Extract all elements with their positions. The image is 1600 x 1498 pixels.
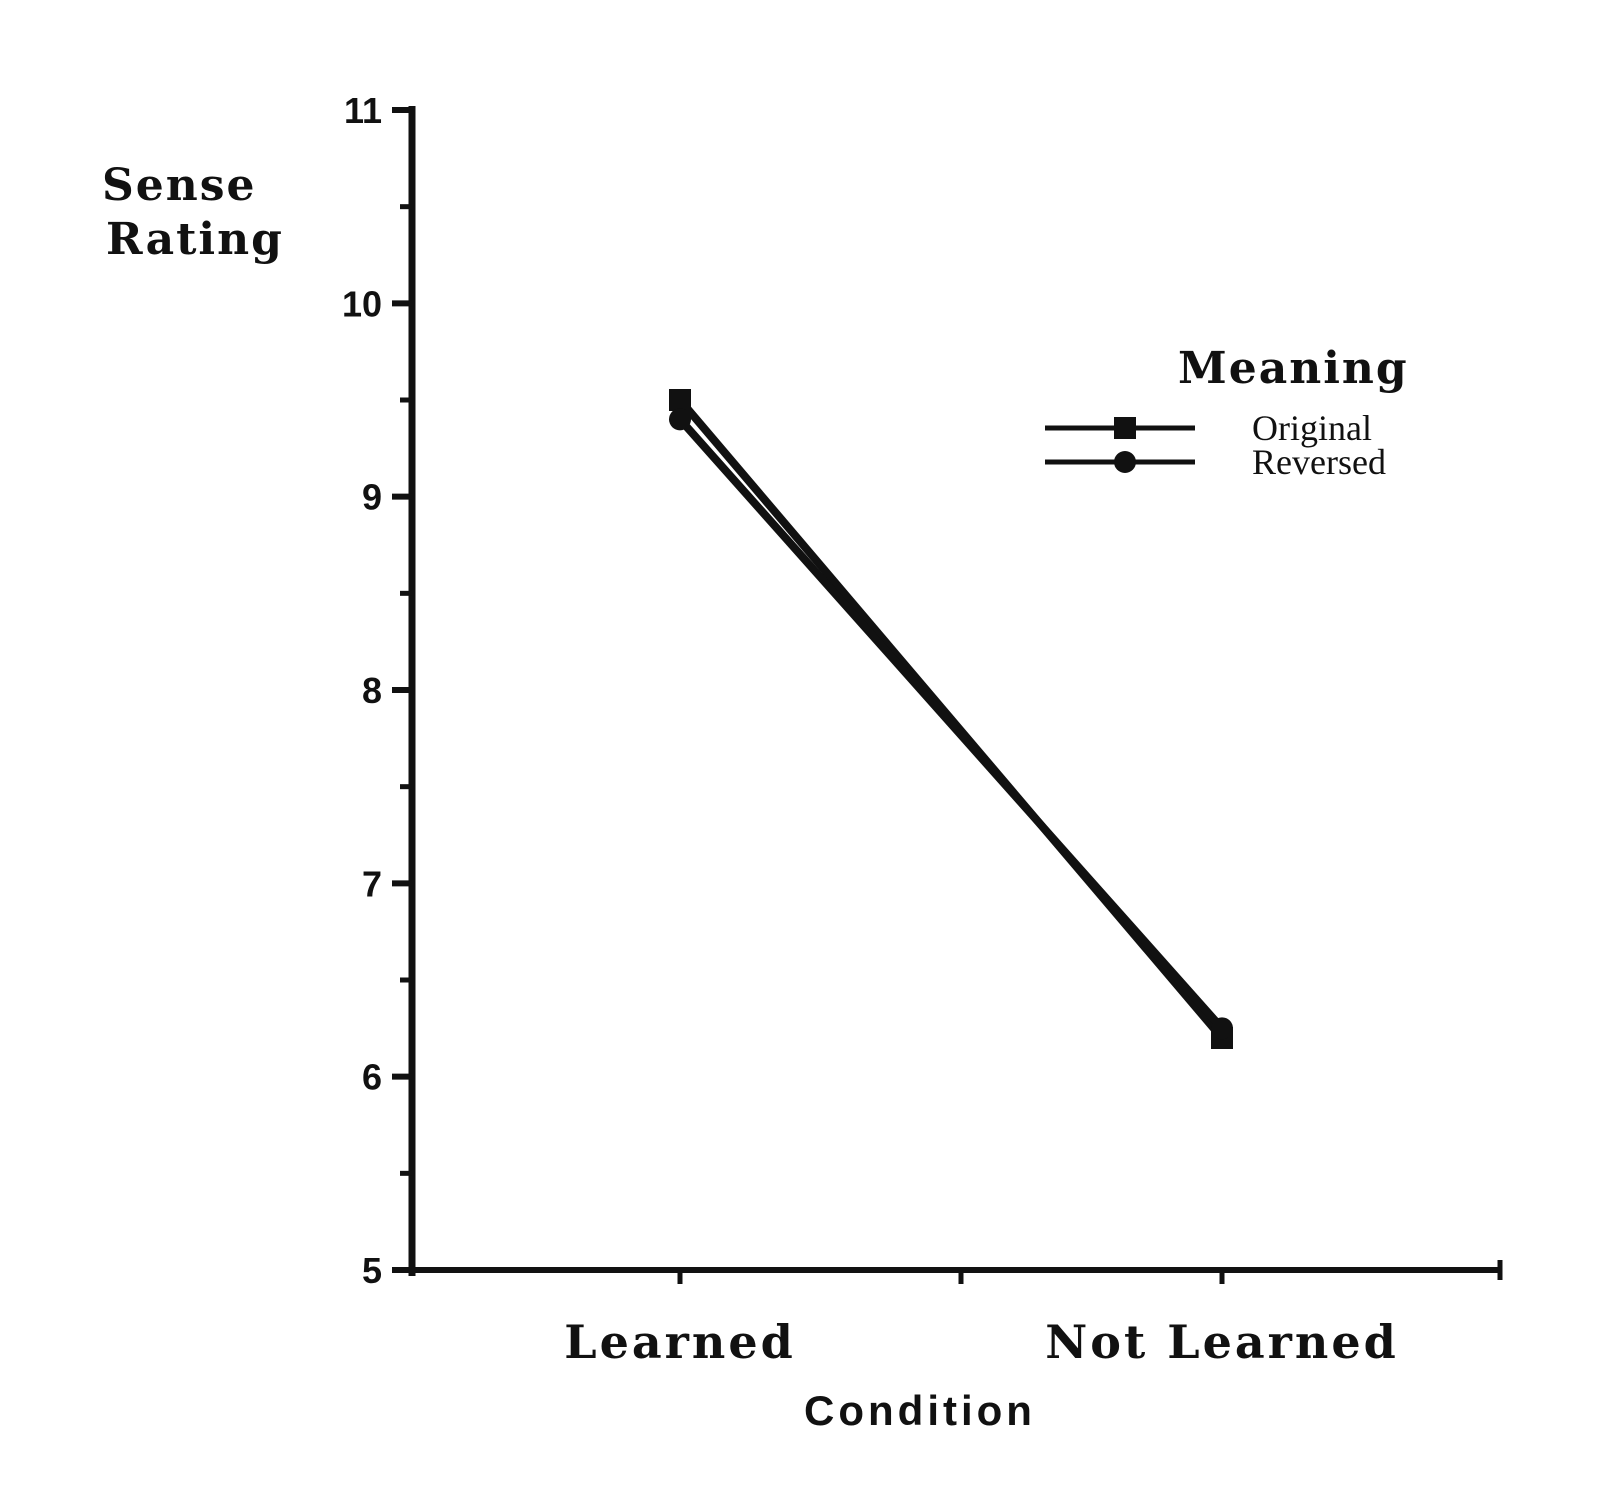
legend-label-reversed: Reversed (1252, 442, 1386, 482)
axes (408, 106, 1503, 1280)
y-tick-label: 5 (362, 1250, 382, 1291)
legend-marker (1114, 451, 1136, 473)
y-tick-label: 9 (362, 477, 382, 518)
y-axis-title-line-2: Rating (106, 214, 284, 265)
legend-title: Meaning (1178, 343, 1409, 394)
data-point-reversed (669, 408, 691, 431)
x-ticks: Learned Not Learned (564, 1270, 1399, 1369)
legend-label-original: Original (1252, 408, 1372, 448)
series-lines (669, 389, 1233, 1049)
data-point-reversed (1211, 1017, 1233, 1040)
y-ticks: 5 6 7 8 9 10 11 (342, 90, 412, 1291)
y-tick-label: 11 (344, 90, 382, 131)
x-category-label: Learned (564, 1315, 796, 1369)
y-tick-label: 8 (362, 670, 382, 711)
axis-labels: Sense Rating Condition (102, 160, 1036, 1434)
y-tick-label: 10 (342, 283, 382, 324)
y-axis-title-line-1: Sense (102, 160, 257, 211)
y-tick-label: 6 (362, 1057, 382, 1098)
legend-marker (1114, 417, 1136, 439)
y-tick-label: 7 (362, 863, 382, 904)
x-category-label: Not Learned (1045, 1315, 1399, 1369)
x-axis-title: Condition (804, 1387, 1036, 1434)
series-line-reversed (677, 416, 1225, 1031)
data-point-original (669, 389, 691, 411)
